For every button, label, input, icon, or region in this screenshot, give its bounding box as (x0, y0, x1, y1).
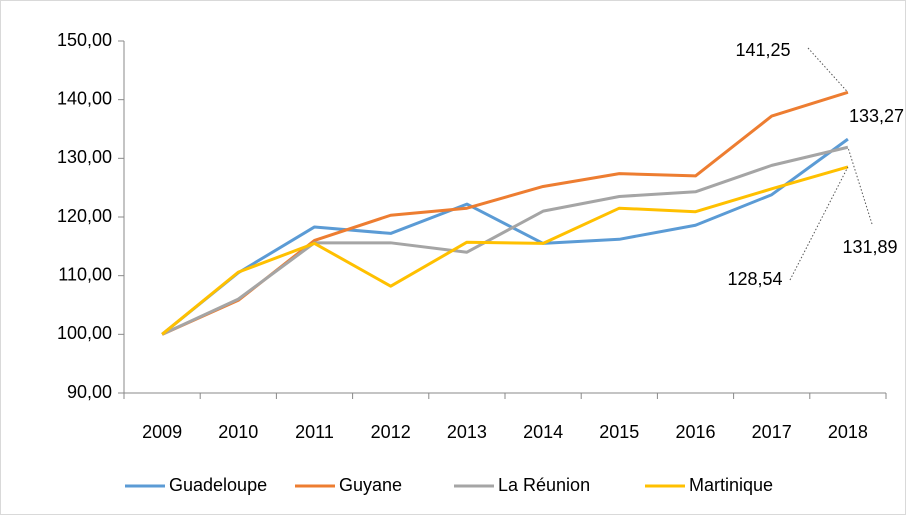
data-label: 128,54 (727, 269, 782, 289)
legend-label: Martinique (689, 475, 773, 495)
legend-label: Guyane (339, 475, 402, 495)
legend-label: Guadeloupe (169, 475, 267, 495)
x-tick-label: 2015 (599, 422, 639, 442)
series-line (161, 165, 849, 336)
y-tick-label: 120,00 (57, 206, 112, 226)
y-tick-label: 150,00 (57, 30, 112, 50)
x-tick-label: 2012 (371, 422, 411, 442)
x-tick-label: 2011 (295, 422, 334, 442)
x-tick-label: 2018 (828, 422, 868, 442)
x-tick-label: 2017 (752, 422, 792, 442)
x-tick-label: 2013 (447, 422, 487, 442)
data-label: 133,27 (849, 106, 904, 126)
x-tick-label: 2010 (218, 422, 258, 442)
data-label: 131,89 (842, 237, 897, 257)
x-tick-label: 2009 (142, 422, 182, 442)
series-line (161, 145, 849, 336)
y-tick-label: 110,00 (58, 264, 112, 284)
leader-line (847, 147, 873, 225)
x-tick-label: 2016 (675, 422, 715, 442)
y-tick-label: 100,00 (57, 323, 112, 343)
y-tick-label: 130,00 (57, 147, 112, 167)
x-tick-label: 2014 (523, 422, 563, 442)
data-label: 141,25 (735, 40, 790, 60)
leader-line (789, 166, 849, 281)
legend-label: La Réunion (498, 475, 590, 495)
leader-line (807, 47, 849, 93)
y-tick-label: 90,00 (67, 382, 112, 402)
y-tick-label: 140,00 (57, 88, 112, 108)
series-line (161, 137, 849, 336)
